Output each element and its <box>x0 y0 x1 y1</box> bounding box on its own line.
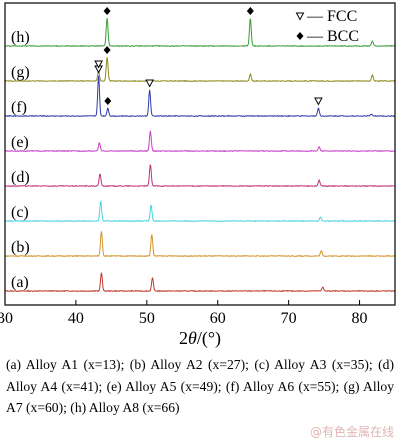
panel-label: (f) <box>11 99 27 116</box>
series-line-6 <box>4 57 395 83</box>
plot-lines <box>4 18 396 293</box>
panel-label: (e) <box>11 134 29 151</box>
x-tick-label: 30 <box>0 310 13 327</box>
legend-bcc-symbol <box>296 32 304 40</box>
bcc-peak-marker <box>246 7 254 15</box>
fcc-peak-marker <box>314 97 323 106</box>
x-axis-title: 2θ/(°) <box>179 328 221 349</box>
series-line-5 <box>4 75 395 118</box>
watermark: @有色金属在线 <box>309 425 394 439</box>
panel-label: (d) <box>11 169 30 186</box>
legend: — FCC — BCC <box>295 8 359 45</box>
legend-fcc-symbol <box>295 12 305 21</box>
series-line-1 <box>4 231 395 258</box>
panel-label: (h) <box>11 29 30 46</box>
x-tick-label: 60 <box>210 310 226 327</box>
panel-labels: (a) (b) (c) (d) (e) (f) (g) (h) <box>11 29 30 291</box>
panel-label: (g) <box>11 64 30 81</box>
series-line-2 <box>4 199 396 223</box>
series-line-4 <box>4 130 396 153</box>
xrd-chart: (a) (b) (c) (d) (e) (f) (g) (h) 30 40 50 60 70 80 — … <box>0 2 396 349</box>
series-line-0 <box>4 272 396 293</box>
x-tick-label: 50 <box>139 310 155 327</box>
fcc-peak-marker <box>94 60 103 69</box>
x-tick-label: 80 <box>352 310 368 327</box>
plot-markers <box>94 7 323 106</box>
panel-label: (c) <box>11 204 29 221</box>
x-tick-label: 40 <box>68 310 84 327</box>
legend-label: — BCC <box>306 28 359 45</box>
figure-caption: (a) Alloy A1 (x=13); (b) Alloy A2 (x=27)… <box>6 357 394 415</box>
bcc-peak-marker <box>103 7 111 15</box>
panel-label: (a) <box>11 274 29 291</box>
plot-frame <box>4 2 396 306</box>
x-axis-ticks: 30 40 50 60 70 80 <box>0 300 368 327</box>
bcc-peak-marker <box>103 46 111 54</box>
x-tick-label: 70 <box>281 310 297 327</box>
fcc-peak-marker <box>145 79 154 88</box>
panel-label: (b) <box>11 239 30 256</box>
legend-label: — FCC <box>306 8 357 25</box>
series-line-7 <box>4 18 396 48</box>
series-line-3 <box>4 164 395 188</box>
bcc-peak-marker <box>104 97 112 105</box>
